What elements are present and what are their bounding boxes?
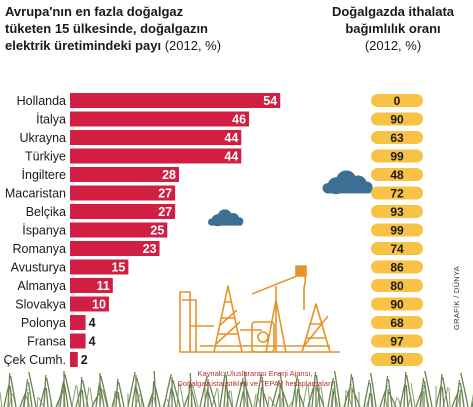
dependency-value: 0 [394,94,401,108]
bar-value-label: 15 [111,261,125,275]
dependency-value: 63 [390,131,404,145]
dependency-pill [371,205,423,218]
bar [70,259,129,275]
bar [70,130,242,145]
bar [70,148,242,164]
dependency-pill [371,186,423,200]
bar-value-label: 46 [232,113,246,127]
bar-value-label: 4 [89,335,96,349]
dependency-pill [371,131,423,144]
bar-value-label: 10 [92,298,106,312]
category-label: Fransa [27,335,66,349]
title-line-2: tüketen 15 ülkesinde, doğalgazın [5,21,208,36]
category-label: Hollanda [17,94,66,108]
bar-value-label: 25 [150,224,164,238]
dependency-pill [371,279,423,292]
category-label: Belçika [26,205,66,219]
bar [70,296,109,312]
dependency-value: 99 [390,223,404,237]
dependency-pill [371,316,423,329]
cloud-icon [208,209,244,227]
dependency-pill [371,297,423,311]
title-line-3: elektrik üretimindeki payı [5,38,162,53]
bar [70,167,179,182]
dependency-value: 90 [390,353,404,367]
category-label: Ukrayna [19,131,66,145]
category-label: İspanya [22,224,66,238]
dependency-pill [371,112,423,126]
dependency-pill [371,260,423,274]
bar-value-label: 2 [81,353,88,367]
bar [70,222,168,238]
dependency-value: 90 [390,112,404,126]
side-title-line-1: Doğalgazda ithalata [331,4,455,19]
side-title-unit: (2012, %) [364,38,422,53]
bar [70,93,281,108]
dependency-pill [371,94,423,107]
dependency-value: 90 [390,297,404,311]
dependency-value: 93 [390,205,404,219]
bar [70,111,250,127]
category-label: İngiltere [22,168,67,182]
bar [70,278,113,293]
bar [70,352,78,367]
title-line-1: Avrupa'nın en fazla doğalgaz [5,4,184,19]
bar-value-label: 27 [158,205,172,219]
dependency-value: 86 [390,260,404,274]
grass-decoration [0,370,473,407]
dependency-value: 97 [390,334,404,348]
dependency-pill [371,242,423,255]
source-line-1: Kaynak: Uluslararası Enerji Ajansı, [197,369,313,378]
bar [70,204,176,219]
dependency-pill [371,334,423,348]
dependency-value: 48 [390,168,404,182]
chart-title: Avrupa'nın en fazla doğalgaz tüketen 15 … [5,3,335,54]
bar-value-label: 11 [97,279,110,293]
dependency-value: 74 [390,242,404,256]
dependency-pill [371,168,423,181]
dependency-pill [371,353,423,366]
cloud-icon [322,170,373,195]
category-label: Romanya [13,242,67,256]
bar-value-label: 44 [224,150,238,164]
source-line-2: Doğalgaz istatistikleri ve TEPAV hesapla… [177,379,333,388]
import-dependency-title: Doğalgazda ithalata bağımlılık oranı (20… [318,3,468,54]
bar [70,241,160,256]
bar-value-label: 54 [263,94,277,108]
category-label: Almanya [17,279,66,293]
dependency-value: 68 [390,316,404,330]
category-label: Polonya [21,316,66,330]
side-title-line-2: bağımlılık oranı [345,21,441,36]
bar-value-label: 4 [89,316,96,330]
category-label: Çek Cumh. [3,353,66,367]
bar-value-label: 23 [143,242,157,256]
bar-value-label: 27 [158,187,172,201]
oil-field-illustration [179,170,373,353]
category-label: İtalya [36,113,66,127]
bar-value-label: 44 [224,131,238,145]
dependency-pill [371,223,423,237]
dependency-value: 99 [390,149,404,163]
import-dependency-column: 0 90 63 99 48 72 93 99 74 86 80 90 68 97 90 [371,94,423,367]
title-unit: (2012, %) [164,38,222,53]
source-note: Kaynak: Uluslararası Enerji Ajansı, Doğa… [150,369,360,389]
category-label: Türkiye [25,150,66,164]
category-label: Avusturya [11,261,66,275]
bar-value-label: 28 [162,168,176,182]
category-label: Macaristan [5,187,66,201]
grass-blades [0,382,473,407]
oil-rig-icon [179,265,340,353]
category-label: Slovakya [15,298,66,312]
dependency-value: 72 [390,186,404,200]
dependency-pill [371,149,423,163]
graphic-credit: GRAFİK / DÜNYA [452,265,461,330]
dependency-value: 80 [390,279,404,293]
bar [70,315,86,330]
bar [70,185,176,201]
bar [70,333,86,349]
